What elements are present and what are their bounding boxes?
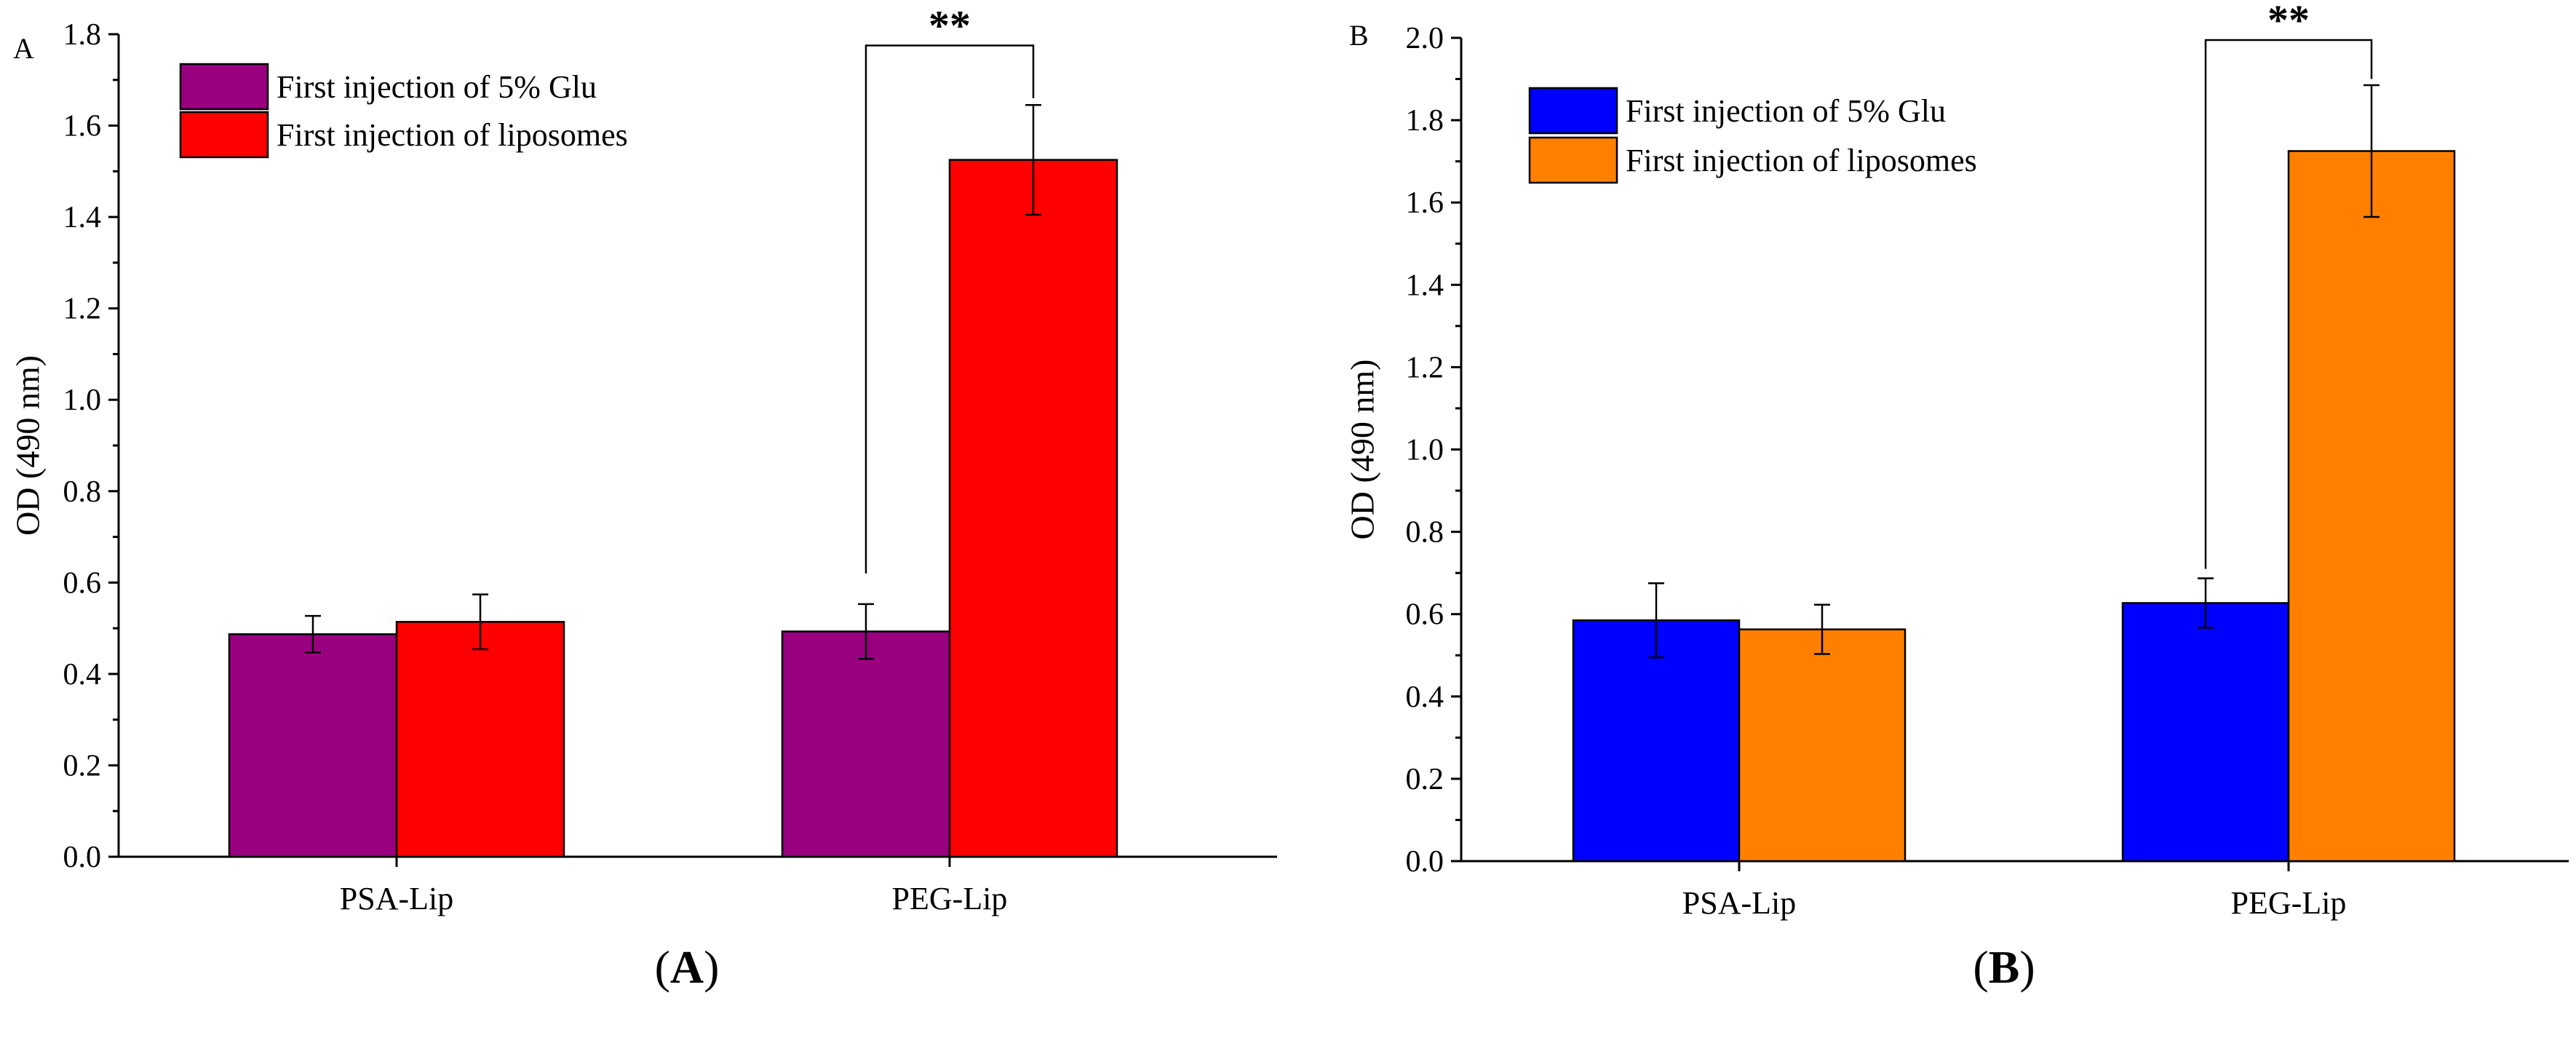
caption-open: ( xyxy=(1973,941,1988,993)
panel-tag: A xyxy=(13,32,34,65)
legend-label: First injection of 5% Glu xyxy=(277,69,597,105)
bar-liposomes-peg-lip xyxy=(948,159,1118,858)
bar-glu-psa-lip xyxy=(228,633,398,858)
x-tick-label: PEG-Lip xyxy=(892,881,1008,916)
y-tick-label: 1.0 xyxy=(1406,434,1444,467)
y-tick-label: 1.4 xyxy=(1406,269,1444,302)
caption-close: ) xyxy=(704,941,719,993)
y-tick-label: 2.0 xyxy=(1406,22,1444,55)
x-tick-label: PSA-Lip xyxy=(1682,885,1796,921)
y-tick-label: 0.8 xyxy=(63,475,102,509)
bar-glu-peg-lip xyxy=(2121,602,2290,863)
legend-swatch xyxy=(1528,136,1618,184)
y-tick-label: 1.0 xyxy=(63,384,102,417)
significance-marker: ** xyxy=(2267,0,2310,44)
bar-glu-peg-lip xyxy=(781,630,951,858)
panel-tag: B xyxy=(1349,19,1369,52)
y-tick-label: 0.0 xyxy=(63,841,102,874)
caption-letter: B xyxy=(1989,941,2020,993)
y-tick-label: 1.2 xyxy=(1406,351,1444,384)
y-tick-label: 1.8 xyxy=(1406,104,1444,138)
y-axis-label: OD (490 nm) xyxy=(1344,360,1381,540)
y-tick-label: 0.4 xyxy=(63,658,102,692)
panel-caption: (B) xyxy=(1973,941,2035,993)
y-tick-label: 1.4 xyxy=(63,201,102,234)
legend-swatch xyxy=(179,63,269,111)
legend-swatch xyxy=(1528,87,1618,135)
y-tick-label: 0.2 xyxy=(1406,763,1444,796)
significance-marker: ** xyxy=(929,2,971,49)
legend-swatch xyxy=(179,111,269,159)
bar-liposomes-peg-lip xyxy=(2287,150,2456,863)
legend-label: First injection of 5% Glu xyxy=(1626,93,1946,129)
y-tick-label: 0.6 xyxy=(1406,598,1444,632)
legend-label: First injection of liposomes xyxy=(277,117,628,153)
panel-caption: (A) xyxy=(655,941,720,993)
caption-open: ( xyxy=(655,941,670,993)
significance-bracket xyxy=(864,44,1035,574)
y-tick-label: 1.6 xyxy=(63,110,102,143)
y-tick-label: 0.6 xyxy=(63,566,102,600)
significance-bracket xyxy=(2204,39,2373,569)
caption-letter: A xyxy=(670,941,704,993)
y-tick-label: 0.8 xyxy=(1406,516,1444,550)
legend-label: First injection of liposomes xyxy=(1626,143,1977,178)
y-tick-label: 1.8 xyxy=(63,18,102,52)
bar-glu-psa-lip xyxy=(1572,619,1741,863)
y-tick-label: 0.4 xyxy=(1406,681,1444,714)
y-tick-label: 0.0 xyxy=(1406,845,1444,879)
chart-panel-a: 0.0 0.2 0.4 0.6 0.8 1.0 1.2 1.4 1.6 1.8 PSA-Lip PEG… xyxy=(9,2,1277,993)
chart-panel-b: 0.0 0.2 0.4 0.6 0.8 1.0 1.2 1.4 1.6 1.8 2.0 PSA-Lip… xyxy=(1344,0,2569,993)
x-tick-label: PEG-Lip xyxy=(2231,885,2347,921)
y-axis-label: OD (490 nm) xyxy=(9,355,47,536)
x-tick-label: PSA-Lip xyxy=(340,881,453,916)
y-tick-label: 1.6 xyxy=(1406,186,1444,220)
y-tick-label: 0.2 xyxy=(63,749,102,783)
caption-close: ) xyxy=(2019,941,2035,993)
y-tick-label: 1.2 xyxy=(63,293,102,326)
bar-liposomes-psa-lip xyxy=(1738,628,1907,863)
bar-liposomes-psa-lip xyxy=(395,621,565,858)
